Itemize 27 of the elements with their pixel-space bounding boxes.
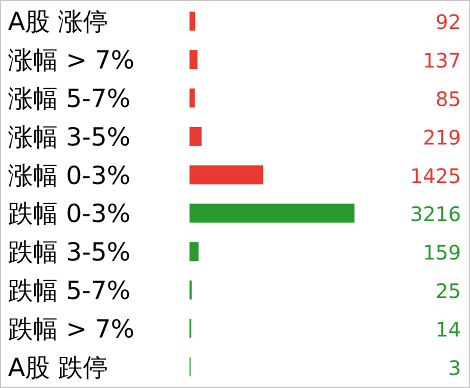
y-tick-label: A股 跌停 (8, 352, 108, 382)
bar (190, 126, 202, 146)
y-tick-label: 涨幅 > 7% (8, 46, 135, 75)
y-tick-label: 涨幅 3-5% (8, 122, 131, 152)
data-label: 137 (422, 48, 461, 73)
y-tick-label: 涨幅 0-3% (8, 160, 131, 190)
bar (190, 88, 195, 108)
bar (190, 242, 199, 262)
data-label: 159 (422, 240, 461, 265)
data-label: 92 (436, 10, 461, 34)
y-tick-label: A股 涨停 (8, 7, 108, 36)
data-label: 219 (422, 125, 461, 150)
data-label: 3 (448, 356, 461, 380)
data-label: 14 (436, 317, 461, 342)
y-tick-label: 跌幅 5-7% (8, 276, 131, 305)
bar (190, 12, 196, 31)
y-tick-label: 跌幅 3-5% (8, 238, 131, 267)
bar (190, 50, 198, 70)
y-tick-label: 跌幅 > 7% (8, 314, 135, 344)
y-tick-label: 跌幅 0-3% (8, 199, 131, 228)
bar (190, 204, 354, 223)
y-tick-label: 涨幅 5-7% (8, 84, 131, 113)
bar (190, 165, 264, 184)
data-label: 1425 (410, 164, 461, 188)
data-label: 3216 (410, 202, 461, 226)
data-label: 85 (436, 87, 461, 111)
data-label: 25 (436, 279, 461, 303)
